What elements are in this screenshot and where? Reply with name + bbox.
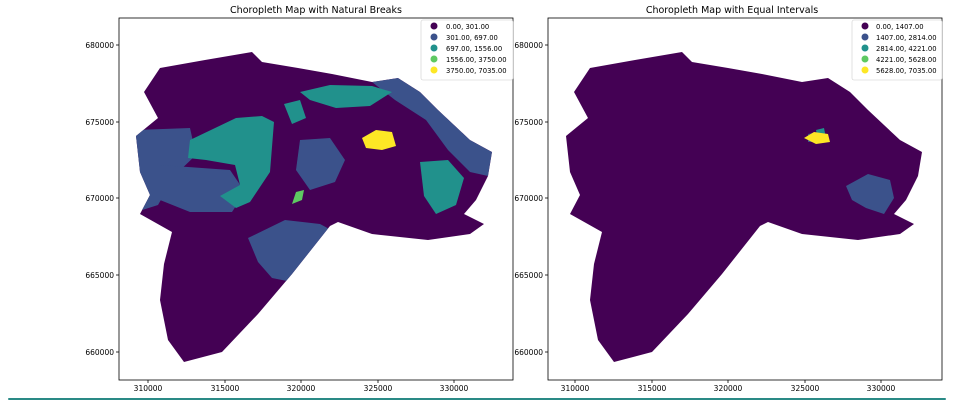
left-class-3-south-center	[292, 190, 304, 204]
left-legend-swatch-1	[430, 33, 438, 41]
left-class-4-hotspot	[362, 130, 396, 150]
right-legend-label-1: 1407.00, 2814.00	[876, 34, 937, 42]
right-y-axis: 680000 675000 670000 665000 660000	[514, 41, 548, 357]
right-legend-label-2: 2814.00, 4221.00	[876, 45, 937, 53]
right-ytick-4: 660000	[514, 348, 543, 357]
right-ytick-2: 670000	[514, 194, 543, 203]
right-xtick-2: 320000	[714, 384, 743, 393]
right-legend-swatch-4	[861, 66, 869, 74]
left-xtick-0: 310000	[134, 384, 163, 393]
left-class-2-center	[284, 100, 306, 124]
right-xtick-1: 315000	[638, 384, 667, 393]
left-legend-swatch-0	[430, 22, 438, 30]
left-xtick-1: 315000	[211, 384, 240, 393]
right-xtick-0: 310000	[561, 384, 590, 393]
left-axes-frame	[118, 17, 514, 381]
right-title: Choropleth Map with Equal Intervals	[646, 5, 818, 16]
right-legend-label-4: 5628.00, 7035.00	[876, 67, 937, 75]
right-legend-swatch-2	[861, 44, 869, 52]
left-legend-label-4: 3750.00, 7035.00	[446, 67, 507, 75]
left-class-2-west-large	[188, 116, 274, 208]
left-title: Choropleth Map with Natural Breaks	[230, 5, 402, 16]
right-xtick-4: 330000	[867, 384, 896, 393]
right-legend-label-0: 0.00, 1407.00	[876, 23, 924, 31]
right-axes-frame	[547, 17, 943, 381]
left-ytick-2: 670000	[85, 194, 114, 203]
left-legend-label-2: 697.00, 1556.00	[446, 45, 502, 53]
left-legend-swatch-4	[430, 66, 438, 74]
left-xtick-3: 325000	[364, 384, 393, 393]
right-ytick-0: 680000	[514, 41, 543, 50]
left-legend-label-3: 1556.00, 3750.00	[446, 56, 507, 64]
left-x-axis: 310000 315000 320000 325000 330000	[134, 380, 469, 393]
left-ytick-3: 665000	[85, 271, 114, 280]
right-ytick-3: 665000	[514, 271, 543, 280]
left-legend-label-1: 301.00, 697.00	[446, 34, 498, 42]
right-class-4-hotspot	[804, 132, 830, 144]
right-legend: 0.00, 1407.00 1407.00, 2814.00 2814.00, …	[851, 19, 943, 81]
right-x-axis: 310000 315000 320000 325000 330000	[561, 380, 896, 393]
right-legend-swatch-1	[861, 33, 869, 41]
left-ytick-1: 675000	[85, 118, 114, 127]
right-legend-box	[851, 19, 943, 81]
left-class-1-central-west	[160, 165, 245, 212]
output-cell-border	[8, 398, 946, 400]
left-panel: Choropleth Map with Natural Breaks 0.0	[85, 5, 514, 393]
right-legend-label-3: 4221.00, 5628.00	[876, 56, 937, 64]
left-class-1-south	[248, 220, 335, 282]
left-class-1-center	[296, 138, 345, 190]
left-map	[136, 52, 492, 362]
left-class-2-north	[300, 85, 392, 108]
left-y-axis: 680000 675000 670000 665000 660000	[85, 41, 119, 357]
left-legend-box	[420, 19, 514, 81]
right-xtick-3: 325000	[791, 384, 820, 393]
right-legend-swatch-3	[861, 55, 869, 63]
right-ytick-1: 675000	[514, 118, 543, 127]
left-legend-swatch-3	[430, 55, 438, 63]
left-xtick-4: 330000	[440, 384, 469, 393]
right-map	[566, 52, 922, 362]
left-ytick-0: 680000	[85, 41, 114, 50]
left-xtick-2: 320000	[287, 384, 316, 393]
left-legend-label-0: 0.00, 301.00	[446, 23, 489, 31]
left-legend-swatch-2	[430, 44, 438, 52]
left-ytick-4: 660000	[85, 348, 114, 357]
left-class-2-east	[420, 160, 464, 214]
left-legend: 0.00, 301.00 301.00, 697.00 697.00, 1556…	[420, 19, 514, 81]
right-panel: Choropleth Map with Equal Intervals 0.00…	[514, 5, 943, 393]
right-class-1-east	[846, 174, 894, 214]
right-legend-swatch-0	[861, 22, 869, 30]
left-class-1-east	[372, 78, 492, 176]
